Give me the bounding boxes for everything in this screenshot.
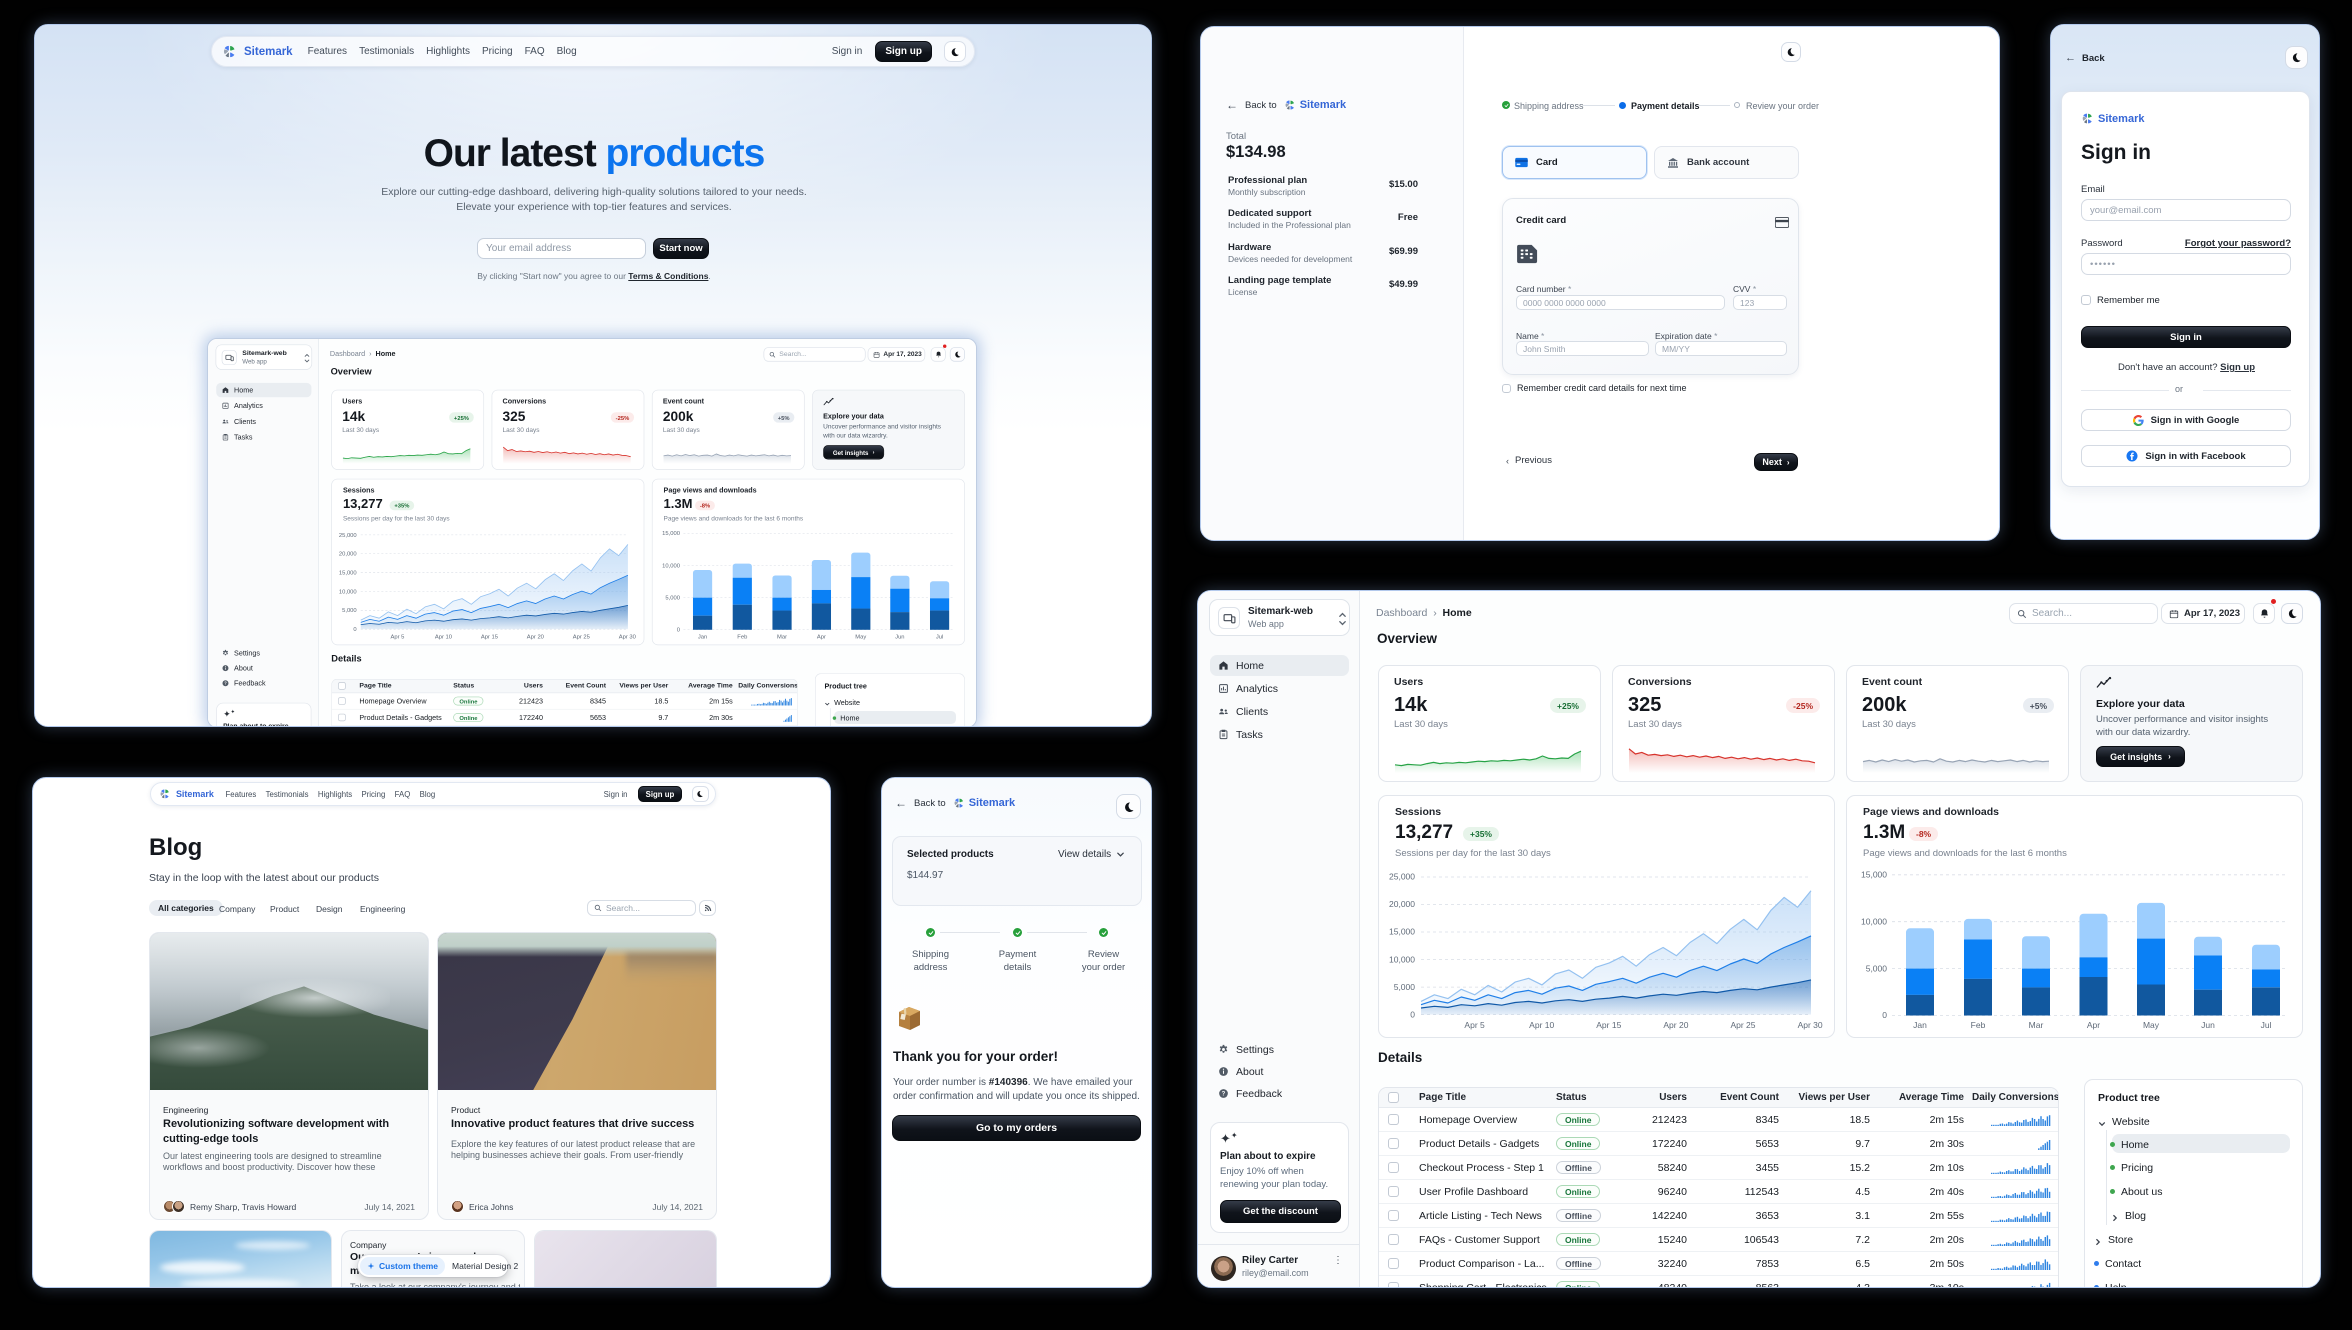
svg-text:Apr 30: Apr 30 (619, 634, 636, 640)
svg-text:Apr 5: Apr 5 (1464, 1020, 1485, 1030)
svg-text:0: 0 (677, 628, 680, 634)
svg-text:5,000: 5,000 (342, 608, 357, 614)
svg-text:0: 0 (1882, 1010, 1887, 1020)
svg-text:Jun: Jun (895, 634, 904, 640)
svg-text:May: May (855, 634, 866, 640)
svg-text:15,000: 15,000 (1389, 927, 1415, 937)
svg-text:5,000: 5,000 (1866, 963, 1888, 973)
svg-text:Feb: Feb (737, 634, 747, 640)
svg-text:Jul: Jul (936, 634, 943, 640)
svg-text:?: ? (224, 681, 227, 686)
svg-text:10,000: 10,000 (1389, 954, 1415, 964)
svg-text:Apr 10: Apr 10 (435, 634, 452, 640)
svg-text:20,000: 20,000 (1389, 899, 1415, 909)
svg-text:May: May (2143, 1020, 2160, 1030)
svg-text:Apr 25: Apr 25 (573, 634, 590, 640)
svg-text:Apr: Apr (817, 634, 826, 640)
svg-text:25,000: 25,000 (339, 533, 357, 539)
svg-text:Jul: Jul (2261, 1020, 2272, 1030)
svg-text:Jan: Jan (1913, 1020, 1927, 1030)
svg-text:Apr 5: Apr 5 (391, 634, 405, 640)
svg-text:20,000: 20,000 (339, 552, 357, 558)
svg-text:Jun: Jun (2201, 1020, 2215, 1030)
svg-text:Apr 30: Apr 30 (1798, 1020, 1823, 1030)
svg-text:Mar: Mar (2029, 1020, 2044, 1030)
svg-text:25,000: 25,000 (1389, 872, 1415, 882)
svg-text:15,000: 15,000 (339, 570, 357, 576)
svg-text:10,000: 10,000 (1861, 916, 1887, 926)
svg-text:10,000: 10,000 (339, 589, 357, 595)
svg-text:10,000: 10,000 (662, 563, 680, 569)
svg-text:Apr 25: Apr 25 (1730, 1020, 1755, 1030)
svg-text:Apr 15: Apr 15 (1596, 1020, 1621, 1030)
svg-text:5,000: 5,000 (665, 596, 680, 602)
svg-text:Mar: Mar (777, 634, 787, 640)
svg-text:0: 0 (1410, 1009, 1415, 1019)
svg-text:Apr 20: Apr 20 (1663, 1020, 1688, 1030)
svg-text:Feb: Feb (1971, 1020, 1986, 1030)
svg-text:Jan: Jan (698, 634, 707, 640)
svg-text:Apr 20: Apr 20 (527, 634, 544, 640)
svg-text:5,000: 5,000 (1394, 982, 1416, 992)
svg-text:Apr 15: Apr 15 (481, 634, 498, 640)
svg-text:Apr: Apr (2087, 1020, 2100, 1030)
svg-text:0: 0 (353, 627, 356, 633)
svg-text:15,000: 15,000 (662, 531, 680, 537)
svg-text:15,000: 15,000 (1861, 870, 1887, 880)
svg-text:Apr 10: Apr 10 (1529, 1020, 1554, 1030)
svg-text:?: ? (1222, 1092, 1226, 1098)
